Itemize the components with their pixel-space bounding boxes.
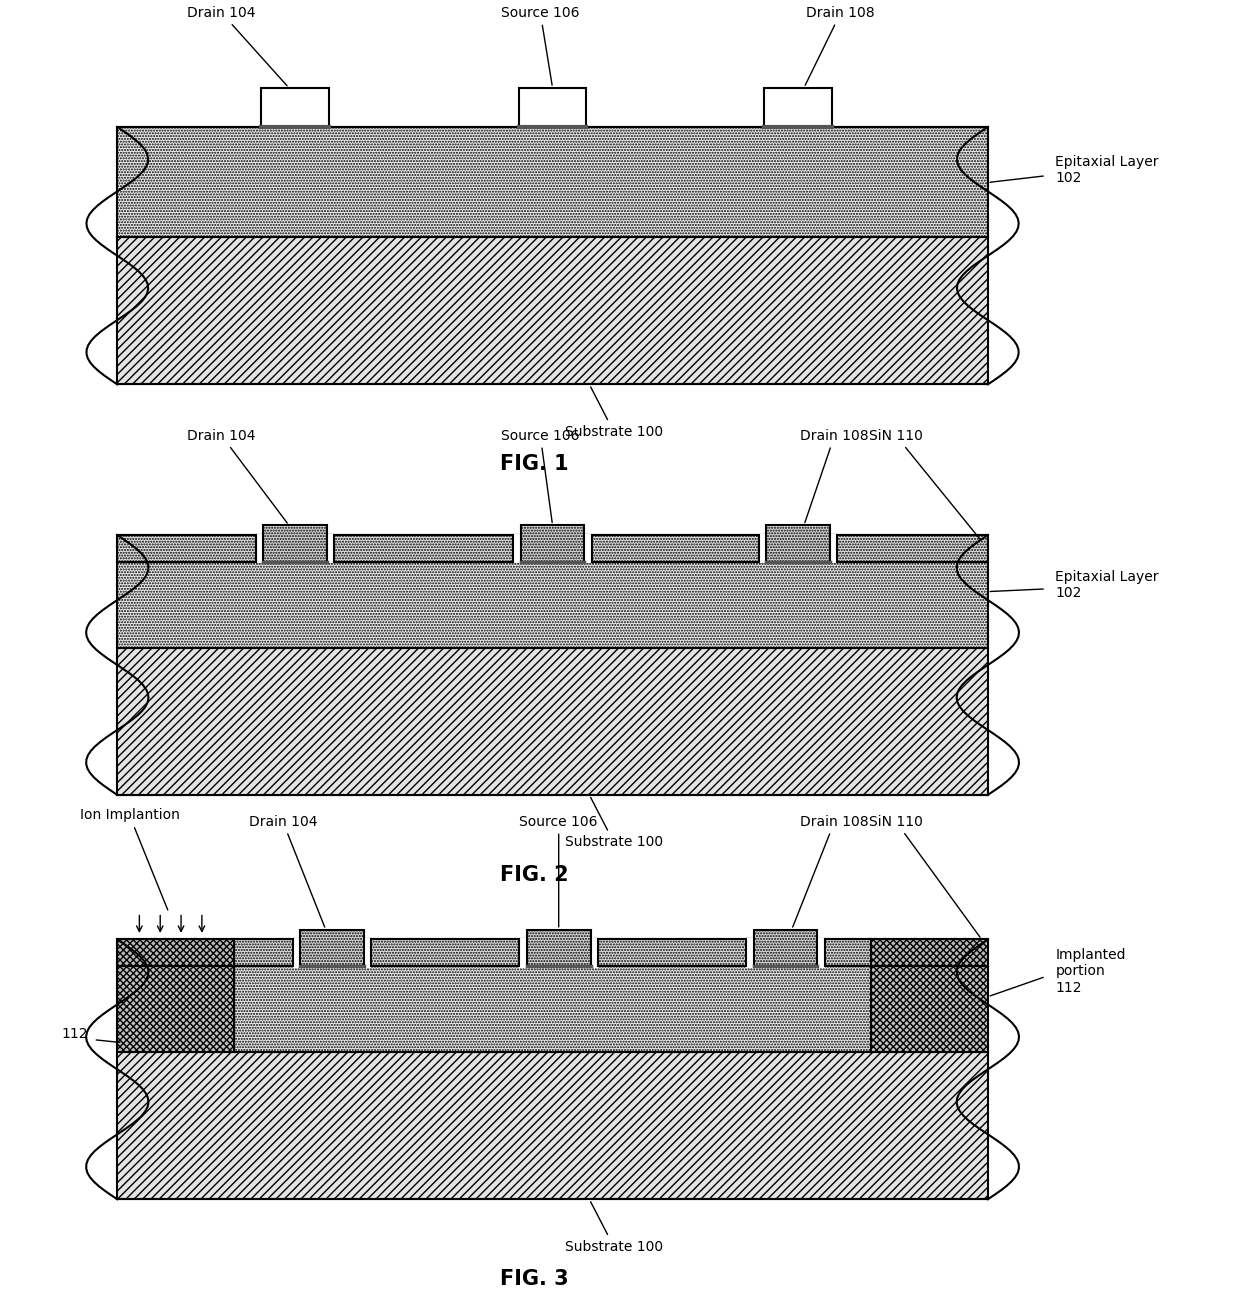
Bar [118,940,234,967]
Bar [300,929,363,967]
Text: Ion Implantion: Ion Implantion [79,808,180,910]
Bar [520,938,598,968]
Text: Substrate 100: Substrate 100 [564,387,663,438]
Bar [118,648,988,795]
Text: Drain 108: Drain 108 [800,428,869,522]
Bar [234,967,872,1052]
Bar [293,938,371,968]
Bar [872,940,988,967]
Text: Epitaxial Layer
102: Epitaxial Layer 102 [1055,570,1158,601]
Text: Implanted
portion
112: Implanted portion 112 [1055,949,1126,995]
Text: Drain 104: Drain 104 [248,815,325,927]
Text: SiN 110: SiN 110 [869,428,980,539]
Bar [263,526,327,562]
Bar [766,526,830,562]
Bar [521,526,584,562]
Text: Substrate 100: Substrate 100 [564,798,663,849]
Bar [513,534,591,563]
Text: Drain 108: Drain 108 [805,5,875,85]
Text: FIG. 2: FIG. 2 [500,865,568,884]
Bar [118,967,234,1052]
Bar [872,967,988,1052]
Bar [764,88,832,128]
Bar [118,237,988,384]
Text: Drain 104: Drain 104 [187,5,288,86]
Text: Drain 108: Drain 108 [792,815,869,927]
Bar [118,128,988,237]
Text: Epitaxial Layer
102: Epitaxial Layer 102 [1055,155,1158,186]
Bar [118,562,988,648]
Bar [234,940,872,967]
Text: Source 106: Source 106 [501,428,579,522]
Bar [518,88,587,128]
Text: SiN 110: SiN 110 [869,815,980,937]
Text: FIG. 3: FIG. 3 [500,1270,568,1289]
Bar [754,929,817,967]
Bar [255,534,335,563]
Bar [262,88,329,128]
Bar [759,534,837,563]
Bar [118,1052,988,1199]
Text: FIG. 1: FIG. 1 [500,454,568,474]
Text: Source 106: Source 106 [501,5,579,85]
Text: Drain 104: Drain 104 [187,428,288,523]
Bar [746,938,825,968]
Bar [118,535,988,562]
Bar [527,929,590,967]
Text: 112: 112 [61,1027,88,1040]
Text: Source 106: Source 106 [520,815,598,927]
Text: Substrate 100: Substrate 100 [564,1201,663,1254]
